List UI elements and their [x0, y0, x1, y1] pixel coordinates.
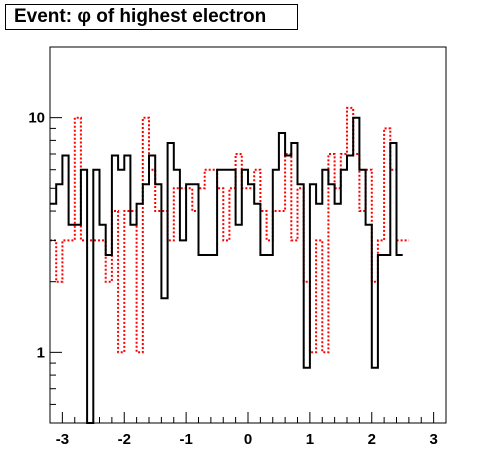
- series-line-1: [50, 106, 409, 354]
- x-tick-label: -2: [118, 431, 131, 448]
- chart-title: Event: φ of highest electron: [5, 4, 298, 30]
- x-tick-label: -3: [56, 431, 69, 448]
- x-tick-label: 3: [429, 431, 437, 448]
- x-tick-label: 0: [244, 431, 252, 448]
- plot-frame: [49, 46, 447, 424]
- x-tick-label: 1: [306, 431, 314, 448]
- axis-ticks: [49, 46, 447, 424]
- series-red-dotted: [50, 106, 409, 354]
- y-tick-label: 1: [37, 344, 45, 361]
- y-tick-label: 10: [28, 110, 45, 127]
- series-line-0: [50, 116, 403, 424]
- axis-labels: -3 -2 -1 0 1 2 3 1 10: [28, 110, 437, 448]
- series-black-solid: [50, 116, 403, 424]
- x-tick-label: 2: [368, 431, 376, 448]
- x-tick-label: -1: [179, 431, 192, 448]
